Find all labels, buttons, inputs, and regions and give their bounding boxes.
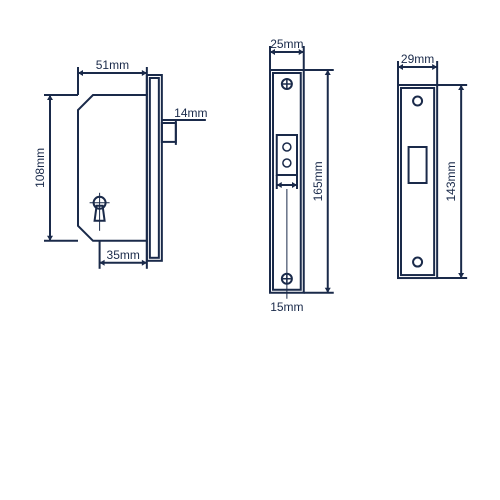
svg-text:51mm: 51mm <box>96 58 129 72</box>
svg-text:25mm: 25mm <box>270 37 303 51</box>
svg-text:29mm: 29mm <box>401 52 434 66</box>
svg-text:143mm: 143mm <box>444 162 458 202</box>
lock-dimension-diagram: 14mm 51mm 108mm 35mm 25mm 165mm 15mm 29mm 143mm <box>0 0 500 500</box>
svg-text:15mm: 15mm <box>270 300 303 314</box>
svg-text:14mm: 14mm <box>174 106 207 120</box>
svg-text:108mm: 108mm <box>33 148 47 188</box>
mortice-lock-side-view: 14mm 51mm 108mm 35mm <box>33 58 208 269</box>
svg-text:165mm: 165mm <box>311 161 325 201</box>
faceplate-front-view: 25mm 165mm 15mm <box>270 37 334 314</box>
svg-text:35mm: 35mm <box>107 248 140 262</box>
strike-plate-front-view: 29mm 143mm <box>398 52 467 278</box>
